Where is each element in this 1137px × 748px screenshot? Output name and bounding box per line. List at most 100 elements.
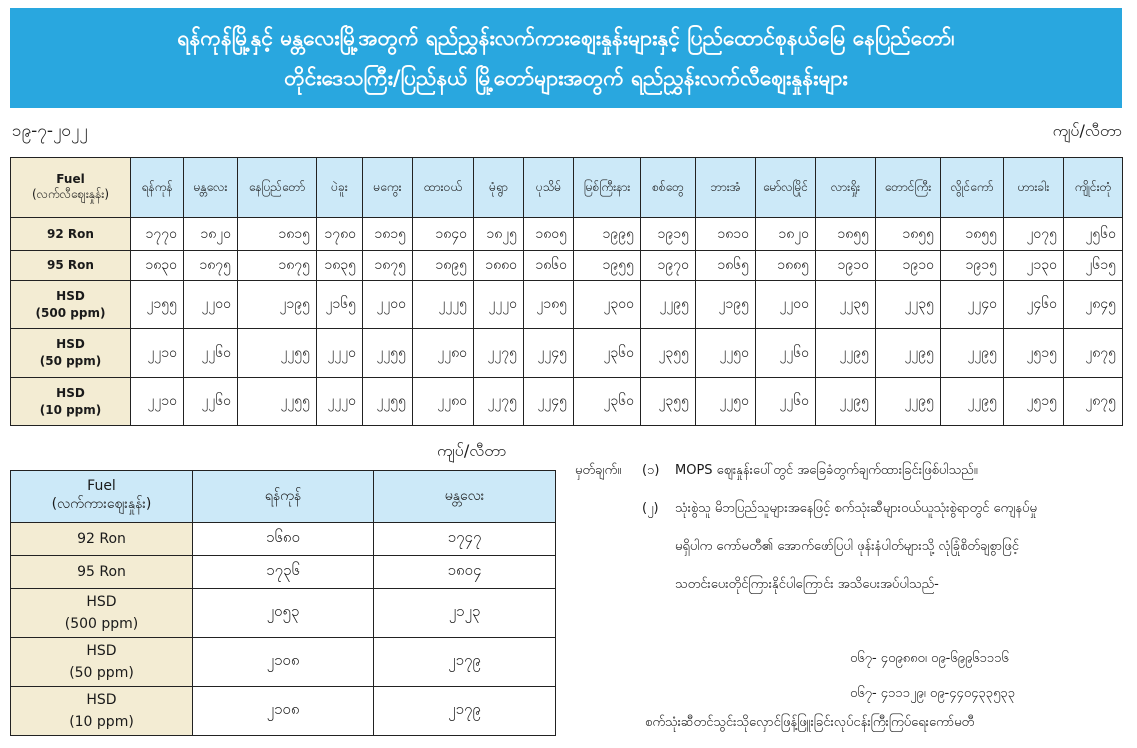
city-header: ကျိုင်းတုံ [1063,157,1123,218]
table-row: HSD (10 ppm) ၂၂၁၀ ၂၂၆၀ ၂၂၅၅ ၂၂၂၀ ၂၂၅၅ ၂၂၈၀ ၂၂၇၅၂… [10,377,1123,426]
city-header: စစ်တွေ [640,157,696,218]
table-row: 95 Ron ၁၈၃၀ ၁၈၇၅ ၁၈၇၅ ၁၈၃၅ ၁၈၇၅ ၁၈၉၅ ၁၈၈၀ ၁၈၆၀ ၁၉… [10,250,1123,281]
fuel-type: 92 Ron [77,531,126,547]
city-header: ဟားခါး [1003,157,1064,218]
city-header: နေပြည်တော် [237,157,317,218]
price-cell: ၂၂၂၅ [412,280,474,329]
price-cell: ၁၈၆၅ [695,250,756,281]
fuel-type: 92 Ron [47,226,94,241]
fuel-subheader: (လက်လီဈေးနှုန်း) [31,186,110,201]
price-cell: ၂၅၁၅ [1003,377,1064,426]
price-cell: ၁၇၃၆ [192,555,374,589]
price-cell: ၁၈၂၀ [183,217,238,251]
price-cell: ၂၆၁၅ [1063,250,1123,281]
price-cell: ၂၂၈၀ [412,328,474,378]
table-row: HSD (500 ppm) ၂၁၅၅ ၂၂၀၀ ၂၁၉၅ ၂၁၆၅ ၂၂၀၀ ၂၂၂၅ ၂၂၂၀… [10,280,1123,329]
table-row: HSD (50 ppm) ၂၁၀၈ ၂၁၇၉ [10,637,556,687]
fuel-header-cell: Fuel (လက်လီဈေးနှုန်း) [10,157,131,218]
fuel-type-cell: HSD (10 ppm) [10,377,131,426]
price-cell: ၂၁၂၃ [373,588,556,638]
price-cell: ၂၂၃၅ [875,280,941,329]
city-header: ဘားအံ [695,157,756,218]
fuel-type-cell: HSD (10 ppm) [10,686,193,736]
price-cell: ၂၂၉၅ [815,328,876,378]
price-cell: ၂၂၁၀ [130,377,184,426]
city-header: မန္တလေး [373,470,556,523]
table-row: HSD (10 ppm) ၂၁၀၈ ၂၁၇၉ [10,686,556,736]
price-cell: ၁၈၀၄ [373,555,556,589]
fuel-type-cell: 92 Ron [10,522,193,556]
price-cell: ၂၃၅၅ [640,328,696,378]
price-cell: ၁၉၁၀ [875,250,941,281]
price-cell: ၂၃၆၀ [573,328,641,378]
price-cell: ၂၁၉၅ [237,280,317,329]
price-cell: ၂၂၄၅ [523,377,574,426]
price-cell: ၂၈၇၅ [1063,328,1123,378]
price-cell: ၂၂၅၅ [237,328,317,378]
price-cell: ၂၂၉၅ [940,377,1004,426]
fuel-type-cell: HSD (500 ppm) [10,280,131,329]
fuel-grade: (500 ppm) [64,616,139,632]
fuel-type: 95 Ron [77,564,126,580]
price-cell: ၂၂၉၅ [940,328,1004,378]
table-row: 95 Ron ၁၇၃၆ ၁၈၀၄ [10,555,556,589]
price-cell: ၂၂၉၅ [875,377,941,426]
fuel-grade: (500 ppm) [35,305,106,320]
price-cell: ၂၀၇၅ [1003,217,1064,251]
price-cell: ၂၃၀၀ [573,280,641,329]
price-cell: ၁၉၉၅ [573,217,641,251]
price-cell: ၂၂၅၅ [237,377,317,426]
price-cell: ၁၈၇၅ [183,250,238,281]
table-row: HSD (500 ppm) ၂၀၅၃ ၂၁၂၃ [10,588,556,638]
fuel-header: Fuel [56,171,85,186]
city-header: တောင်ကြီး [875,157,941,218]
price-cell: ၂၁၇၉ [373,686,556,736]
price-cell: ၁၈၀၅ [523,217,574,251]
city-header: ထားဝယ် [412,157,474,218]
title-banner: ရန်ကုန်မြို့နှင့် မန္တလေးမြို့အတွက် ရည်ည… [10,8,1122,108]
city-header: လွိုင်ကော် [940,157,1004,218]
fuel-grade: (10 ppm) [39,402,102,417]
city-header: မကွေး [362,157,413,218]
price-cell: ၁၈၇၅ [237,250,317,281]
unit-label-retail: ကျပ်/လီတာ [1052,121,1122,140]
price-cell: ၂၅၁၅ [1003,328,1064,378]
title-line-1: ရန်ကုန်မြို့နှင့် မန္တလေးမြို့အတွက် ရည်ည… [177,26,955,50]
city-header: မော်လမြိုင် [755,157,816,218]
price-cell: ၂၂၂၀ [316,377,363,426]
price-cell: ၁၈၅၅ [815,217,876,251]
price-cell: ၂၀၅၃ [192,588,374,638]
price-cell: ၁၈၃၅ [316,250,363,281]
city-header: ပုသိမ် [523,157,574,218]
price-cell: ၂၂၈၀ [412,377,474,426]
note-2-line-2: မရှိပါက ကော်မတီ၏ အောက်ဖော်ပြပါ ဖုန်းနံပါ… [675,539,1019,554]
fuel-subheader: (လက်ကားဈေးနှုန်း) [51,496,152,512]
price-cell: ၂၂၆၀ [755,328,816,378]
price-cell: ၁၈၂၀ [755,217,816,251]
price-cell: ၂၂၄၅ [523,328,574,378]
table-row: HSD (50 ppm) ၂၂၁၀ ၂၂၆၀ ၂၂၅၅ ၂၂၂၀ ၂၂၅၅ ၂၂၈၀ ၂၂၇၅၂… [10,328,1123,378]
price-cell: ၂၂၂၀ [316,328,363,378]
wholesale-price-table: Fuel (လက်ကားဈေးနှုန်း) ရန်ကုန် မန္တလေး 92… [10,470,556,736]
price-cell: ၂၂၉၅ [875,328,941,378]
fuel-type: HSD [56,288,85,303]
price-cell: ၂၂၅၀ [695,377,756,426]
price-cell: ၁၆၈၀ [192,522,374,556]
price-cell: ၂၂၆၀ [183,328,238,378]
fuel-type-cell: 92 Ron [10,217,131,251]
price-cell: ၂၂၄၀ [940,280,1004,329]
price-cell: ၂၃၅၅ [640,377,696,426]
price-cell: ၂၁၇၉ [373,637,556,687]
price-cell: ၂၁၉၅ [695,280,756,329]
unit-label-wholesale: ကျပ်/လီတာ [437,441,507,460]
price-cell: ၂၈၄၅ [1063,280,1123,329]
price-cell: ၂၁၃၀ [1003,250,1064,281]
fuel-header-cell: Fuel (လက်ကားဈေးနှုန်း) [10,470,193,523]
price-cell: ၂၁၀၈ [192,637,374,687]
price-cell: ၁၇၇၀ [130,217,184,251]
city-header: လားရှိုး [815,157,876,218]
price-cell: ၂၂၅၅ [362,328,413,378]
fuel-type: HSD [86,594,117,610]
price-cell: ၁၈၅၅ [940,217,1004,251]
price-cell: ၁၈၄၀ [412,217,474,251]
